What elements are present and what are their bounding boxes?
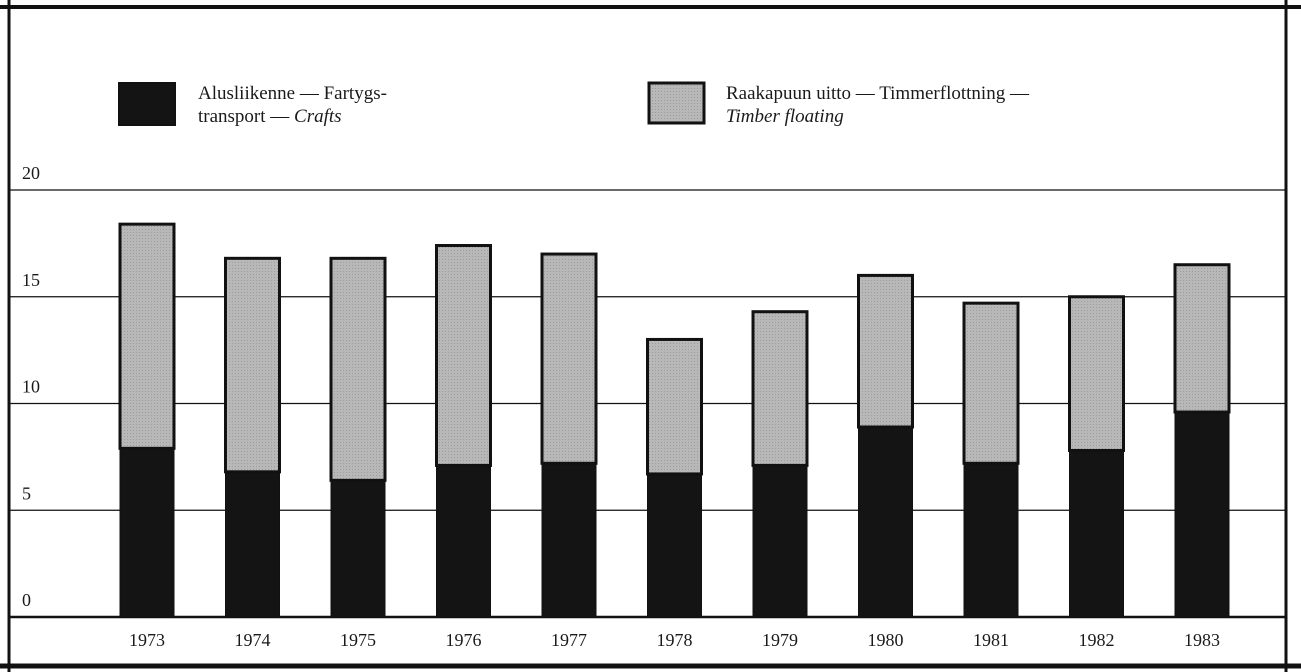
bar-1973-series-2 xyxy=(118,222,176,450)
y-tick-label-5: 5 xyxy=(22,483,31,503)
bar-1976-series-2 xyxy=(435,244,492,467)
bar-1974-series-2 xyxy=(224,256,281,474)
bar-1978-series-1 xyxy=(647,473,702,618)
x-tick-label-1977: 1977 xyxy=(551,630,587,650)
bar-1980-series-1 xyxy=(858,426,913,618)
legend-label-timber: Raakapuun uitto — Timmerflottning — Timb… xyxy=(726,83,1034,127)
axis-labels: 0 5 10 15 20 1973 1974 1975 1976 1977 1978 1979 1980… xyxy=(22,163,1220,650)
bar-1983-series-2 xyxy=(1173,263,1231,414)
x-tick-label-1979: 1979 xyxy=(762,630,798,650)
x-tick-label-1973: 1973 xyxy=(129,630,165,650)
x-tick-label-1983: 1983 xyxy=(1184,630,1220,650)
bar-1977-series-1 xyxy=(541,462,597,618)
y-tick-label-20: 20 xyxy=(22,163,40,183)
bar-1982-series-1 xyxy=(1069,449,1124,618)
bar-1981-series-2 xyxy=(962,301,1020,465)
y-tick-label-0: 0 xyxy=(22,590,31,610)
legend-swatch-timber xyxy=(647,81,706,125)
bar-1979-series-1 xyxy=(752,464,808,618)
bar-1975-series-2 xyxy=(329,256,387,482)
bar-1974-series-1 xyxy=(225,471,280,618)
bar-1982-series-2 xyxy=(1068,295,1125,452)
y-tick-label-15: 15 xyxy=(22,270,40,290)
bar-1978-series-2 xyxy=(646,337,703,476)
legend-label-crafts: Alusliikenne — Fartygs- transport — Craf… xyxy=(198,83,392,127)
x-tick-label-1975: 1975 xyxy=(340,630,376,650)
x-tick-label-1981: 1981 xyxy=(973,630,1009,650)
y-tick-label-10: 10 xyxy=(22,377,40,397)
bar-1977-series-2 xyxy=(540,252,598,465)
legend: Alusliikenne — Fartygs- transport — Craf… xyxy=(118,81,1034,127)
bar-1981-series-1 xyxy=(963,462,1019,618)
bar-1979-series-2 xyxy=(751,310,809,467)
bar-1973-series-1 xyxy=(119,447,175,618)
bar-1975-series-1 xyxy=(330,479,386,618)
bar-1983-series-1 xyxy=(1174,411,1230,618)
x-tick-label-1980: 1980 xyxy=(868,630,904,650)
x-tick-label-1976: 1976 xyxy=(446,630,482,650)
x-tick-label-1978: 1978 xyxy=(657,630,693,650)
legend-swatch-crafts xyxy=(118,82,176,126)
bars xyxy=(118,222,1231,618)
bar-1980-series-2 xyxy=(857,273,914,429)
x-tick-label-1982: 1982 xyxy=(1079,630,1115,650)
bar-1976-series-1 xyxy=(436,464,491,618)
x-tick-label-1974: 1974 xyxy=(235,630,271,650)
